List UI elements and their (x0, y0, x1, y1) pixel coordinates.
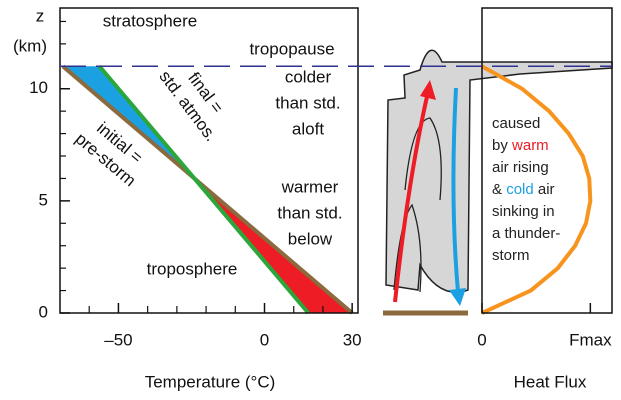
plot-frame (59, 7, 359, 314)
profile-line (481, 64, 593, 315)
x-tick-label: 0 (260, 330, 269, 349)
note-line: storm (492, 247, 530, 264)
updraft-arrow (393, 91, 430, 303)
note-line: sinking in (492, 203, 555, 220)
note-word: air rising (492, 159, 549, 176)
x-tick-label: 30 (343, 330, 362, 349)
annotation: warmer (281, 177, 339, 196)
note-line: by warm (492, 137, 549, 154)
annotation: colder (285, 67, 332, 86)
profile-line (97, 65, 310, 315)
heat-flux-panel: 0 Fmax Heat Flux caused by warm air rising & c… (477, 7, 613, 391)
x-tick-label: –50 (104, 330, 132, 349)
annotation: tropopause (249, 39, 334, 58)
note-word: cold (506, 181, 534, 198)
y-tick-label: 10 (29, 78, 48, 97)
note-word: sinking in (492, 203, 555, 220)
note-line: air rising (492, 159, 549, 176)
x-axis-label: Heat Flux (514, 372, 587, 391)
plot-frame (481, 7, 613, 314)
series-label: final =std. atmos. (155, 67, 227, 145)
note-word: caused (492, 115, 540, 132)
note-word: & (492, 181, 506, 198)
note-word: a thunder- (492, 225, 560, 242)
cloud-edge (393, 203, 422, 293)
x-tick-label: Fmax (569, 330, 612, 349)
profile-line (61, 64, 354, 315)
note-line: & cold air (492, 181, 555, 198)
x-tick-label: 0 (477, 330, 486, 349)
arrowhead (420, 80, 436, 100)
downdraft-arrow (451, 87, 460, 293)
arrowhead (449, 288, 466, 306)
y-tick-label: 0 (39, 302, 48, 321)
annotation: than std. (277, 203, 342, 222)
note-word: air (534, 181, 555, 198)
y-tick-label: 5 (39, 190, 48, 209)
annotation: troposphere (147, 259, 238, 278)
note-word: warm (511, 137, 549, 154)
annotation: aloft (292, 119, 324, 138)
y-axis-unit: (km) (13, 36, 47, 55)
y-axis-label: z (36, 6, 45, 25)
annotation: than std. (275, 93, 340, 112)
annotation: below (288, 229, 333, 248)
note-line: a thunder- (492, 225, 560, 242)
annotation: stratosphere (103, 11, 198, 30)
x-axis-label: Temperature (°C) (145, 372, 276, 391)
note-word: by (492, 137, 512, 154)
note-line: caused (492, 115, 540, 132)
note-word: storm (492, 247, 530, 264)
cloud-edge (404, 117, 442, 201)
